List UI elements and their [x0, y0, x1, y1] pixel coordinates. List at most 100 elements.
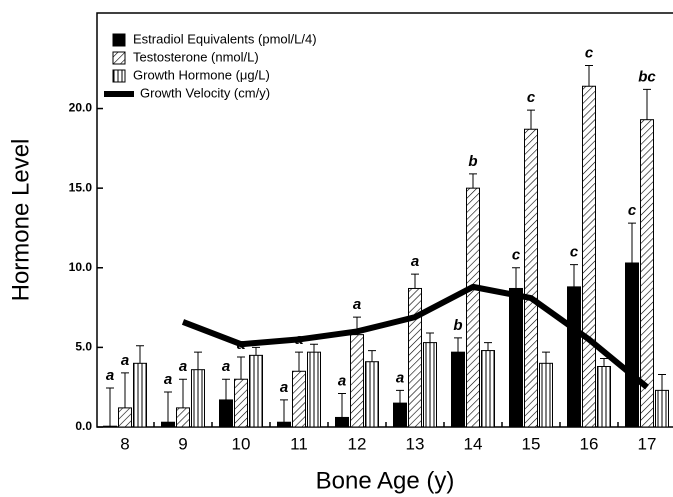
error-bar — [570, 264, 578, 287]
error-bar — [469, 173, 477, 189]
error-bar — [484, 342, 492, 351]
bar — [524, 128, 538, 428]
annotation: a — [396, 369, 404, 386]
annotation: a — [222, 358, 230, 375]
x-tick-label: 16 — [580, 434, 599, 453]
bar — [292, 370, 306, 428]
error-bar — [628, 222, 636, 263]
legend-swatch — [112, 33, 126, 47]
annotation: c — [570, 244, 579, 261]
error-bar — [310, 343, 318, 353]
bar — [451, 351, 465, 428]
x-axis-label: Bone Age (y) — [316, 467, 455, 494]
bar — [133, 362, 147, 428]
error-bar — [237, 356, 245, 380]
error-bar — [542, 351, 550, 364]
bar — [655, 389, 669, 428]
annotation: bc — [638, 68, 656, 85]
y-tick-label: 20.0 — [69, 101, 93, 115]
annotation: a — [353, 296, 361, 313]
annotation: a — [411, 253, 419, 270]
x-tick-label: 15 — [522, 434, 541, 453]
bar — [307, 351, 321, 428]
legend-swatch — [112, 69, 126, 83]
x-tick-label: 12 — [348, 434, 367, 453]
error-bar — [411, 273, 419, 289]
bar — [365, 361, 379, 428]
error-bar — [252, 346, 260, 356]
legend-label: Growth Velocity (cm/y) — [140, 85, 270, 100]
bar — [481, 350, 495, 428]
annotation: a — [338, 373, 346, 390]
error-bar — [295, 351, 303, 372]
error-bar — [368, 350, 376, 362]
annotation: a — [179, 358, 187, 375]
plot-frame — [96, 12, 673, 428]
x-tick-label: 13 — [406, 434, 425, 453]
y-tick-label: 5.0 — [75, 340, 92, 354]
y-tick-label: 0.0 — [75, 419, 92, 433]
error-bar — [280, 399, 288, 423]
annotation: a — [280, 379, 288, 396]
y-axis-label: Hormone Level — [7, 139, 34, 302]
bar — [191, 369, 205, 428]
legend-swatch — [112, 51, 126, 65]
error-bar — [222, 378, 230, 400]
legend-label: Testosterone (nmol/L) — [133, 49, 259, 64]
annotation: a — [106, 367, 114, 384]
bar — [597, 365, 611, 428]
error-bar — [600, 358, 608, 367]
x-tick-label: 11 — [290, 434, 308, 453]
error-bar — [658, 373, 666, 391]
error-bar — [136, 345, 144, 364]
error-bar — [512, 267, 520, 289]
bar — [582, 85, 596, 428]
x-tick-label: 17 — [638, 434, 657, 453]
error-bar — [426, 332, 434, 343]
error-bar — [106, 387, 114, 427]
bar — [118, 407, 132, 428]
line — [181, 283, 649, 390]
bar — [567, 286, 581, 428]
bar — [249, 354, 263, 428]
annotation: b — [468, 153, 477, 170]
bar — [509, 287, 523, 428]
bar — [103, 425, 117, 428]
error-bar — [179, 378, 187, 408]
bar — [539, 362, 553, 428]
annotation: c — [512, 247, 521, 264]
error-bar — [164, 391, 172, 423]
error-bar — [454, 337, 462, 353]
bar — [161, 421, 175, 428]
bar — [408, 287, 422, 428]
x-tick-label: 9 — [178, 434, 187, 453]
bar — [423, 342, 437, 428]
error-bar — [194, 351, 202, 370]
annotation: b — [453, 317, 462, 334]
bar — [350, 334, 364, 428]
error-bar — [643, 88, 651, 120]
bar — [466, 187, 480, 428]
annotation: c — [628, 202, 637, 219]
error-bar — [585, 65, 593, 87]
error-bar — [121, 372, 129, 408]
bar — [277, 421, 291, 428]
error-bar — [338, 393, 346, 418]
bar — [393, 402, 407, 428]
error-bar — [527, 109, 535, 130]
annotation: a — [121, 352, 129, 369]
bar — [234, 378, 248, 428]
legend-label: Estradiol Equivalents (pmol/L/4) — [133, 31, 317, 46]
annotation: c — [585, 45, 594, 62]
bar — [176, 407, 190, 428]
y-tick-label: 15.0 — [69, 180, 93, 194]
bar — [219, 399, 233, 428]
annotation: c — [527, 89, 536, 106]
legend-label: Growth Hormone (μg/L) — [133, 67, 270, 82]
error-bar — [396, 389, 404, 404]
x-tick-label: 10 — [232, 434, 251, 453]
x-tick-label: 8 — [120, 434, 129, 453]
bar — [625, 262, 639, 428]
y-tick-label: 10.0 — [69, 260, 93, 274]
